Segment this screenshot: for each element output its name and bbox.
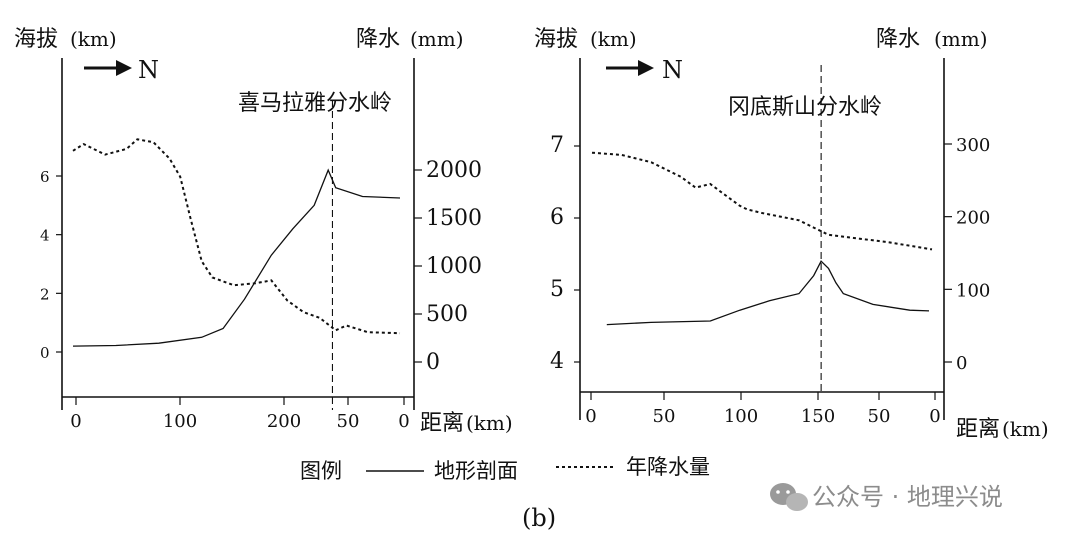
right-elevation-axis-title: 海拔 <box>534 27 578 52</box>
right-elevation-tick-label: 4 <box>550 349 564 374</box>
right-elevation-ticks: 4 5 6 7 <box>550 133 580 374</box>
right-elevation-tick-label: 6 <box>550 205 564 230</box>
right-distance-axis-title: 距离 <box>956 417 1000 442</box>
right-precip-tick-label: 0 <box>956 353 967 374</box>
left-distance-axis-title: 距离 <box>420 411 464 436</box>
right-distance-axis-unit: (km) <box>1002 417 1049 441</box>
gangdise-panel: 海拔 (km) 降水 (mm) N 冈底斯山分水岭 4 5 6 7 0 100 200 30… <box>534 27 1049 442</box>
right-elevation-tick-label: 7 <box>550 133 564 158</box>
left-precip-tick-label: 0 <box>426 350 440 375</box>
right-precip-tick-label: 200 <box>956 208 990 229</box>
left-distance-tick-label: 100 <box>163 411 197 432</box>
wechat-icon <box>770 483 808 511</box>
left-distance-tick-label: 0 <box>398 411 409 432</box>
right-north-arrow-icon <box>638 60 654 76</box>
right-elevation-tick-label: 5 <box>550 277 564 302</box>
left-distance-tick-label: 200 <box>267 411 301 432</box>
left-elevation-ticks: 0 2 4 6 <box>40 168 62 362</box>
right-terrain-profile-line <box>606 260 930 326</box>
figure-caption: (b) <box>522 504 556 532</box>
left-distance-ticks: 0 100 200 50 0 <box>70 397 410 432</box>
right-precip-tick-label: 300 <box>956 135 990 156</box>
left-elevation-tick-label: 0 <box>40 344 50 362</box>
left-elevation-tick-label: 6 <box>40 168 50 186</box>
left-north-arrow-icon <box>116 60 132 76</box>
left-precip-tick-label: 1000 <box>426 254 482 279</box>
legend: 图例 地形剖面 年降水量 <box>300 455 710 483</box>
right-distance-tick-label: 0 <box>929 406 940 427</box>
left-distance-tick-label: 0 <box>70 411 81 432</box>
left-elevation-axis-unit: (km) <box>70 27 117 51</box>
legend-terrain-label: 地形剖面 <box>434 459 518 483</box>
left-distance-axis-unit: (km) <box>466 411 513 435</box>
left-precip-axis-title: 降水 <box>356 27 400 52</box>
right-elevation-axis-unit: (km) <box>590 27 637 51</box>
right-precip-axis-unit: (mm) <box>934 27 988 51</box>
right-distance-ticks: 0 50 100 150 50 0 <box>585 392 941 427</box>
right-precipitation-line <box>591 151 933 251</box>
right-distance-tick-label: 0 <box>585 406 596 427</box>
watermark: 公众号 · 地理兴说 <box>770 483 1003 511</box>
left-precipitation-line <box>72 138 401 335</box>
left-panel-title: 喜马拉雅分水岭 <box>238 91 392 116</box>
left-terrain-profile-line <box>72 168 401 347</box>
left-precip-ticks: 0 500 1000 1500 2000 <box>414 158 482 375</box>
left-precip-tick-label: 500 <box>426 302 468 327</box>
right-precip-tick-label: 100 <box>956 280 990 301</box>
right-distance-tick-label: 50 <box>868 406 891 427</box>
right-precip-ticks: 0 100 200 300 <box>944 135 990 374</box>
left-precip-tick-label: 1500 <box>426 206 482 231</box>
left-distance-tick-label: 50 <box>337 411 360 432</box>
right-north-label: N <box>662 56 683 84</box>
watermark-text: 公众号 · 地理兴说 <box>812 483 1003 511</box>
left-elevation-axis-title: 海拔 <box>14 27 58 52</box>
left-precip-axis-unit: (mm) <box>410 27 464 51</box>
right-precip-axis-title: 降水 <box>876 27 920 52</box>
right-distance-tick-label: 150 <box>801 406 835 427</box>
left-north-label: N <box>138 56 159 84</box>
right-distance-tick-label: 100 <box>724 406 758 427</box>
right-panel-title: 冈底斯山分水岭 <box>728 95 882 120</box>
right-distance-tick-label: 50 <box>653 406 676 427</box>
left-elevation-tick-label: 4 <box>40 227 50 245</box>
legend-precip-label: 年降水量 <box>626 455 710 479</box>
left-elevation-tick-label: 2 <box>40 285 50 303</box>
legend-label: 图例 <box>300 459 342 483</box>
left-precip-tick-label: 2000 <box>426 158 482 183</box>
